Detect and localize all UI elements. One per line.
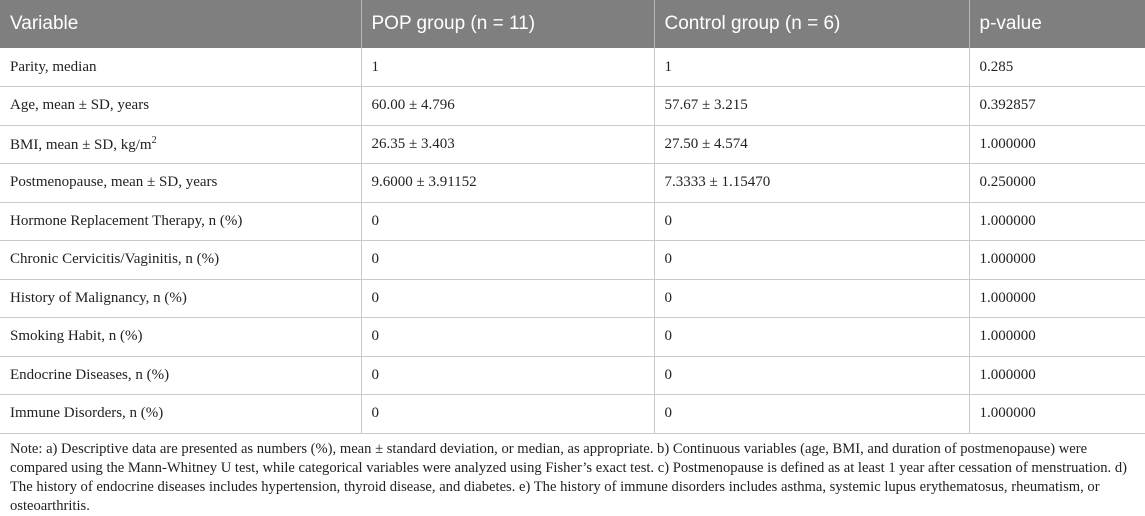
table-row: BMI, mean ± SD, kg/m2 26.35 ± 3.403 27.50 … <box>0 125 1145 164</box>
cell-p-value: 1.000000 <box>969 279 1145 318</box>
variable-superscript: 2 <box>151 134 157 146</box>
cell-p-value: 1.000000 <box>969 317 1145 357</box>
cell-p-value: 1.000000 <box>969 125 1145 164</box>
table-row: History of Malignancy, n (%) 0 0 1.000000 <box>0 279 1145 318</box>
cell-control-group: 0 <box>654 240 970 280</box>
variable-label: Smoking Habit, n (%) <box>10 328 143 345</box>
cell-variable: Endocrine Diseases, n (%) <box>0 356 362 395</box>
table-row: Chronic Cervicitis/Vaginitis, n (%) 0 0 1.0… <box>0 240 1145 280</box>
cell-variable: BMI, mean ± SD, kg/m2 <box>0 125 362 164</box>
variable-label: Postmenopause, mean ± SD, years <box>10 174 218 191</box>
cell-variable: Smoking Habit, n (%) <box>0 317 362 357</box>
variable-label: Hormone Replacement Therapy, n (%) <box>10 212 243 229</box>
table-row: Hormone Replacement Therapy, n (%) 0 0 1.00… <box>0 202 1145 241</box>
cell-variable: Hormone Replacement Therapy, n (%) <box>0 202 362 241</box>
header-variable: Variable <box>0 0 362 48</box>
variable-label: Chronic Cervicitis/Vaginitis, n (%) <box>10 251 220 268</box>
header-pop-group: POP group (n = 11) <box>361 0 655 48</box>
variable-label: Parity, median <box>10 58 97 75</box>
cell-pop-group: 0 <box>361 279 655 318</box>
table-header: Variable POP group (n = 11) Control grou… <box>0 0 1145 48</box>
cell-control-group: 57.67 ± 3.215 <box>654 86 970 126</box>
cell-variable: Chronic Cervicitis/Vaginitis, n (%) <box>0 240 362 280</box>
cell-pop-group: 0 <box>361 356 655 395</box>
cell-pop-group: 1 <box>361 48 655 87</box>
cell-p-value: 1.000000 <box>969 240 1145 280</box>
cell-variable: Postmenopause, mean ± SD, years <box>0 163 362 203</box>
table-row: Endocrine Diseases, n (%) 0 0 1.000000 <box>0 356 1145 395</box>
cell-p-value: 1.000000 <box>969 356 1145 395</box>
cell-pop-group: 9.6000 ± 3.91152 <box>361 163 655 203</box>
table-row: Postmenopause, mean ± SD, years 9.6000 ± … <box>0 163 1145 203</box>
cell-pop-group: 0 <box>361 394 655 434</box>
cell-variable: Immune Disorders, n (%) <box>0 394 362 434</box>
variable-label: Immune Disorders, n (%) <box>10 405 164 422</box>
variable-label: BMI, mean ± SD, kg/m <box>10 136 152 153</box>
cell-control-group: 0 <box>654 202 970 241</box>
table-footnote: Note: a) Descriptive data are presented … <box>10 441 1127 514</box>
cell-variable: History of Malignancy, n (%) <box>0 279 362 318</box>
cell-control-group: 0 <box>654 394 970 434</box>
header-p-value: p-value <box>969 0 1145 48</box>
cell-control-group: 27.50 ± 4.574 <box>654 125 970 164</box>
cell-p-value: 0.392857 <box>969 86 1145 126</box>
table-row: Immune Disorders, n (%) 0 0 1.000000 <box>0 394 1145 434</box>
cell-p-value: 1.000000 <box>969 202 1145 241</box>
table-body: Parity, median 1 1 0.285 Age, mean ± SD, yea… <box>0 48 1145 434</box>
cell-control-group: 0 <box>654 356 970 395</box>
cell-variable: Parity, median <box>0 48 362 87</box>
cell-control-group: 0 <box>654 317 970 357</box>
table-row: Age, mean ± SD, years 60.00 ± 4.796 57.67 … <box>0 86 1145 126</box>
variable-label: History of Malignancy, n (%) <box>10 289 187 306</box>
cell-p-value: 0.285 <box>969 48 1145 87</box>
cell-control-group: 1 <box>654 48 970 87</box>
cell-control-group: 0 <box>654 279 970 318</box>
cell-pop-group: 26.35 ± 3.403 <box>361 125 655 164</box>
cell-p-value: 1.000000 <box>969 394 1145 434</box>
cell-pop-group: 0 <box>361 202 655 241</box>
cell-pop-group: 0 <box>361 317 655 357</box>
cell-pop-group: 0 <box>361 240 655 280</box>
header-row: Variable POP group (n = 11) Control grou… <box>0 0 1145 48</box>
table-row: Parity, median 1 1 0.285 <box>0 48 1145 87</box>
cell-p-value: 0.250000 <box>969 163 1145 203</box>
table-row: Smoking Habit, n (%) 0 0 1.000000 <box>0 317 1145 357</box>
header-control-group: Control group (n = 6) <box>654 0 970 48</box>
variable-label: Age, mean ± SD, years <box>10 97 150 114</box>
cell-control-group: 7.3333 ± 1.15470 <box>654 163 970 203</box>
cell-pop-group: 60.00 ± 4.796 <box>361 86 655 126</box>
variable-label: Endocrine Diseases, n (%) <box>10 366 170 383</box>
characteristics-table: Variable POP group (n = 11) Control grou… <box>0 0 1145 434</box>
cell-variable: Age, mean ± SD, years <box>0 86 362 126</box>
